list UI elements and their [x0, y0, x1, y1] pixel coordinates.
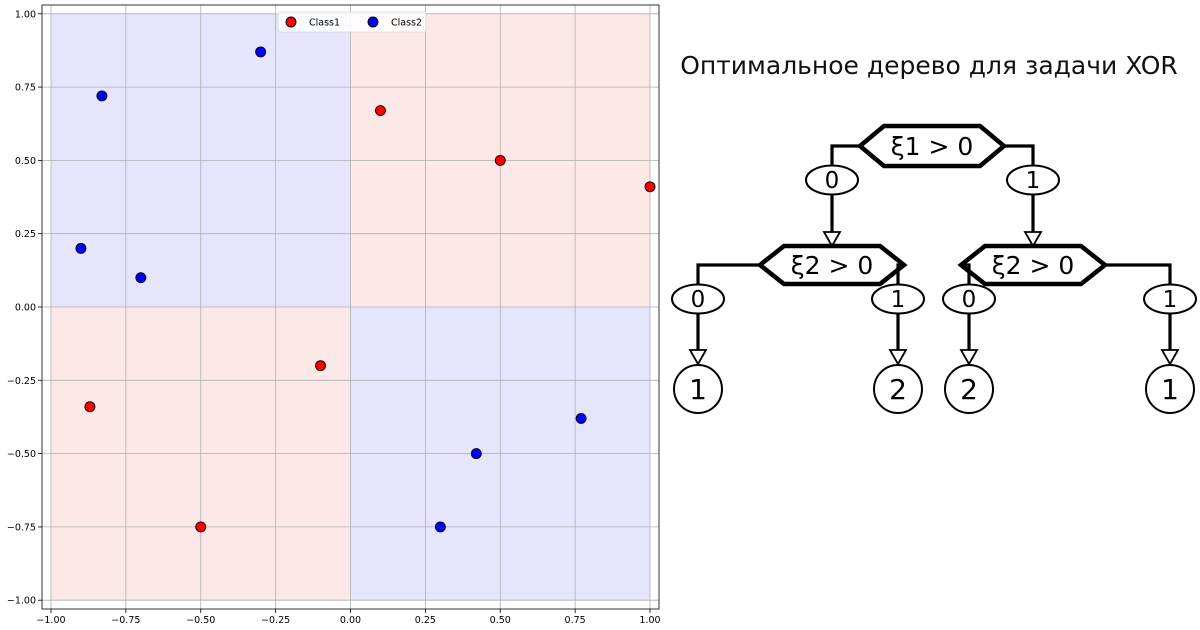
split-node-0-label: ξ2 > 0	[791, 251, 874, 280]
point-class2	[255, 46, 267, 58]
data-points	[75, 46, 656, 533]
grid-lines	[42, 5, 659, 609]
point-class2	[434, 521, 446, 533]
tree-connector	[896, 263, 904, 285]
x-tick-label: −1.00	[36, 615, 65, 626]
point-class1	[375, 105, 386, 117]
leaf-node	[873, 364, 923, 414]
y-tick-label: −0.50	[7, 449, 36, 460]
leaf-node	[673, 364, 723, 414]
y-tick-label: 1.00	[15, 9, 36, 20]
leaf-label: 1	[1161, 373, 1179, 406]
arrow-head	[888, 349, 908, 366]
x-tick-label: 0.00	[340, 615, 361, 626]
tree-title: Оптимальное дерево для задачи XOR	[680, 51, 1178, 80]
leaf-node	[1145, 364, 1195, 414]
x-tick-label: −0.75	[111, 615, 140, 626]
point-class2	[470, 448, 482, 460]
y-tick-label: −0.25	[7, 376, 36, 387]
legend-box	[277, 11, 427, 33]
leaf-label: 1	[689, 373, 707, 406]
x-tick-label: 0.25	[415, 615, 436, 626]
tree-connector	[1105, 263, 1172, 285]
tree-body: ξ1 > 0 0 ξ2 > 0 0 1 1 2 1 ξ2 > 0 0 2 1 1	[671, 123, 1197, 414]
point-class2	[135, 272, 147, 284]
x-tick-label: −0.50	[186, 615, 215, 626]
arrow-head	[1160, 349, 1180, 366]
tree-connector	[830, 144, 860, 166]
point-class2	[575, 412, 587, 424]
y-tick-label: −1.00	[7, 596, 36, 607]
legend-label-class2: Class2	[391, 18, 422, 29]
decision-tree-diagram: Оптимальное дерево для задачи XOR ξ1 > 0…	[671, 51, 1197, 414]
leaf-node	[944, 364, 994, 414]
point-class1	[315, 360, 326, 372]
y-tick-label: 0.75	[15, 83, 36, 94]
x-tick-label: 0.75	[565, 615, 586, 626]
root-node-label: ξ1 > 0	[891, 132, 974, 161]
legend: Class1 Class2	[277, 11, 427, 33]
x-tick-label: −0.25	[261, 615, 290, 626]
edge-label: 1	[1026, 168, 1041, 194]
leaf-label: 2	[889, 373, 907, 406]
point-class1	[494, 154, 506, 166]
edge-label: 0	[691, 287, 706, 313]
arrow-head	[1023, 231, 1043, 248]
y-tick-label: 0.25	[15, 229, 36, 240]
legend-label-class1: Class1	[309, 18, 340, 29]
edge-label: 1	[1163, 287, 1178, 313]
point-class1	[644, 181, 656, 193]
edge-label: 0	[962, 287, 977, 313]
axis-ticks: −1.00 −0.75 −0.50 −0.25 0.00 0.25 0.50 0.75 1.00…	[7, 9, 660, 626]
arrow-head	[959, 349, 979, 366]
point-class2	[75, 242, 87, 254]
y-tick-label: 0.50	[15, 156, 36, 167]
arrow-head	[688, 349, 708, 366]
xor-scatter-plot: −1.00 −0.75 −0.50 −0.25 0.00 0.25 0.50 0.75 1.00…	[7, 4, 660, 626]
y-tick-label: 0.00	[15, 303, 36, 314]
legend-marker-class1	[285, 16, 297, 28]
edge-label: 0	[825, 168, 840, 194]
point-class1	[195, 521, 207, 533]
x-tick-label: 0.50	[490, 615, 511, 626]
tree-connector	[961, 263, 971, 285]
point-class1	[84, 401, 96, 413]
tree-connector	[696, 263, 760, 285]
y-tick-label: −0.75	[7, 522, 36, 533]
tree-connector	[1004, 144, 1035, 166]
arrow-head	[822, 231, 842, 248]
leaf-label: 2	[960, 373, 978, 406]
edge-label: 1	[891, 287, 906, 313]
split-node-1-label: ξ2 > 0	[992, 251, 1075, 280]
x-tick-label: 1.00	[639, 615, 660, 626]
legend-marker-class2	[367, 16, 379, 28]
point-class2	[96, 90, 108, 102]
